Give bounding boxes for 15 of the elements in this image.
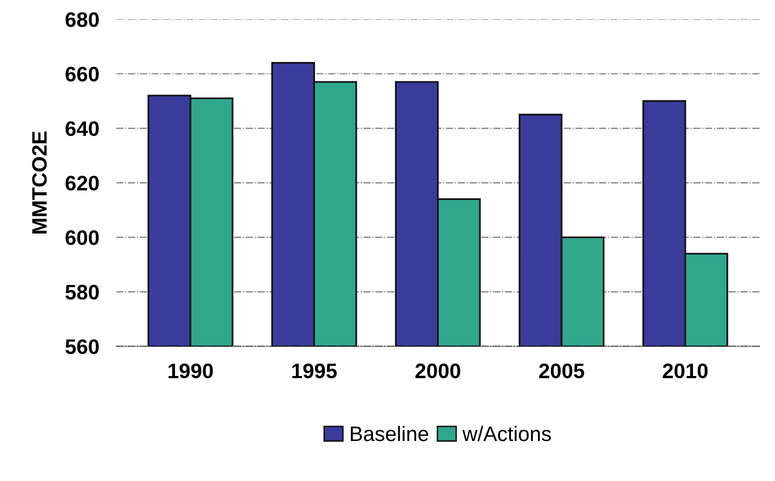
y-tick-label: 620 [66,176,99,191]
legend-label: Baseline [350,426,428,442]
x-tick-label: 2000 [415,364,460,378]
x-tick-label: 2005 [539,364,584,378]
x-tick-label: 2010 [662,364,708,378]
x-tick-label: 1990 [168,364,213,378]
y-tick-label: 680 [66,12,99,27]
y-tick-label: 660 [66,66,99,82]
y-tick-label: 600 [66,230,99,246]
y-tick-label: 580 [65,284,99,300]
y-tick-label: 560 [65,339,99,354]
y-axis-title: MMTCO2E [32,132,47,234]
legend-label: w/Actions [462,426,551,442]
y-tick-label: 640 [66,121,99,136]
x-tick-label: 1995 [292,364,337,378]
